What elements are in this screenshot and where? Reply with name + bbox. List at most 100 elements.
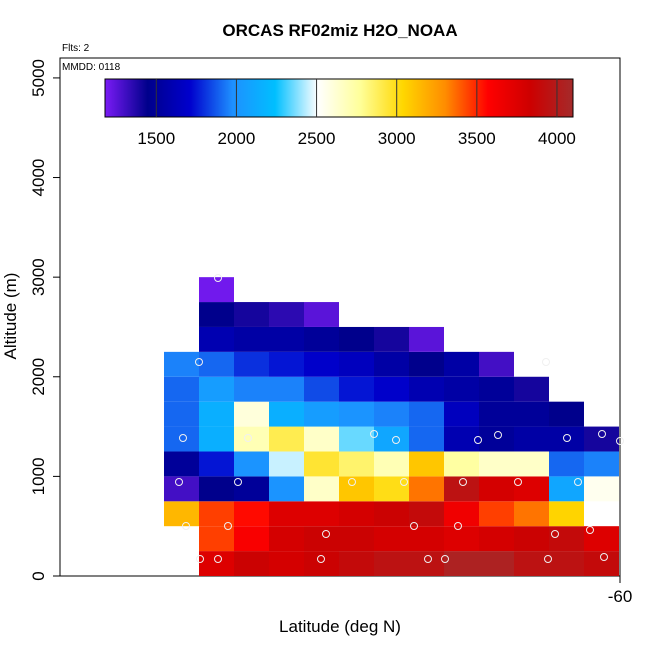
heatmap-cell — [479, 551, 514, 576]
chart-title: ORCAS RF02miz H2O_NOAA — [222, 21, 457, 40]
observation-marker — [441, 555, 449, 563]
heatmap-cell — [234, 501, 269, 527]
x-tick-label: -60 — [608, 587, 633, 606]
heatmap-cell — [269, 551, 304, 576]
observation-marker — [214, 274, 222, 282]
heatmap-cell — [479, 401, 514, 427]
heatmap-cell — [199, 351, 234, 377]
heatmap-cell — [409, 526, 444, 552]
heatmap-cell — [304, 326, 339, 352]
observation-marker — [586, 526, 594, 534]
heatmap-cell — [374, 376, 409, 402]
observation-marker — [195, 358, 203, 366]
heatmap-cell — [409, 501, 444, 527]
heatmap-cell — [164, 451, 199, 477]
heatmap-cell — [444, 351, 479, 377]
observation-marker — [244, 434, 252, 442]
heatmap-cell — [514, 451, 549, 477]
heatmap-cell — [199, 526, 234, 552]
y-tick-label: 0 — [29, 571, 48, 580]
heatmap-cell — [339, 526, 374, 552]
observation-markers — [175, 274, 624, 563]
heatmap-cell — [549, 451, 584, 477]
heatmap-cell — [199, 401, 234, 427]
observation-marker — [179, 434, 187, 442]
heatmap-cell — [304, 551, 339, 576]
heatmap-cell — [304, 376, 339, 402]
heatmap-cell — [584, 551, 619, 576]
heatmap-cell — [269, 376, 304, 402]
heatmap-cell — [304, 451, 339, 477]
heatmap-cell — [479, 376, 514, 402]
heatmap-cell — [549, 426, 584, 452]
observation-marker — [196, 555, 204, 563]
heatmap-cell — [409, 551, 444, 576]
heatmap-cell — [479, 526, 514, 552]
observation-marker — [182, 522, 190, 530]
observation-marker — [410, 522, 418, 530]
heatmap-cell — [304, 302, 339, 327]
heatmap-cell — [584, 476, 619, 502]
heatmap-cell — [269, 426, 304, 452]
heatmap-cell — [514, 551, 549, 576]
colorbar-ticks: 1500 2000 2500 3000 3500 4000 — [137, 79, 576, 148]
y-axis: 0 1000 2000 3000 4000 5000 — [29, 59, 60, 581]
observation-marker — [424, 555, 432, 563]
heatmap-cell — [199, 302, 234, 327]
heatmap-cell — [269, 476, 304, 502]
y-tick-label: 3000 — [29, 258, 48, 296]
observation-marker — [563, 434, 571, 442]
heatmap-cell — [374, 551, 409, 576]
observation-marker — [574, 478, 582, 486]
heatmap-cell — [374, 326, 409, 352]
y-tick-label: 2000 — [29, 358, 48, 396]
heatmap-cell — [304, 401, 339, 427]
heatmap-cell — [164, 501, 199, 527]
heatmap-cell — [549, 501, 584, 527]
heatmap-cell — [374, 426, 409, 452]
heatmap-cell — [444, 401, 479, 427]
heatmap-cell — [199, 326, 234, 352]
heatmap-cell — [269, 302, 304, 327]
heatmap-cell — [164, 401, 199, 427]
colorbar-tick-label: 4000 — [538, 129, 576, 148]
colorbar-tick-label: 2500 — [298, 129, 336, 148]
observation-marker — [214, 555, 222, 563]
colorbar-gradient — [104, 78, 574, 118]
flights-annotation: Flts: 2 — [62, 43, 90, 54]
observation-marker — [322, 530, 330, 538]
heatmap-cell — [479, 351, 514, 377]
heatmap-cell — [479, 426, 514, 452]
heatmap-cell — [374, 476, 409, 502]
date-annotation: MMDD: 0118 — [62, 62, 121, 73]
heatmap-cell — [479, 501, 514, 527]
heatmap-cell — [479, 451, 514, 477]
heatmap-cells — [164, 277, 619, 576]
colorbar-tick-label: 3500 — [458, 129, 496, 148]
heatmap-cell — [269, 451, 304, 477]
heatmap-cell — [199, 551, 234, 576]
heatmap-cell — [164, 426, 199, 452]
observation-marker — [514, 478, 522, 486]
heatmap-cell — [164, 351, 199, 377]
heatmap-cell — [409, 376, 444, 402]
heatmap-cell — [304, 476, 339, 502]
heatmap-cell — [234, 476, 269, 502]
heatmap-cell — [199, 376, 234, 402]
observation-marker — [598, 430, 606, 438]
y-tick-label: 1000 — [29, 457, 48, 495]
heatmap-cell — [269, 501, 304, 527]
observation-marker — [474, 436, 482, 444]
heatmap-cell — [304, 426, 339, 452]
heatmap-cell — [549, 476, 584, 502]
heatmap-cell — [199, 451, 234, 477]
observation-marker — [544, 555, 552, 563]
heatmap-cell — [339, 426, 374, 452]
heatmap-cell — [269, 326, 304, 352]
observation-marker — [494, 431, 502, 439]
heatmap-cell — [164, 476, 199, 502]
heatmap-cell — [444, 526, 479, 552]
heatmap-cell — [514, 501, 549, 527]
heatmap-cell — [199, 426, 234, 452]
